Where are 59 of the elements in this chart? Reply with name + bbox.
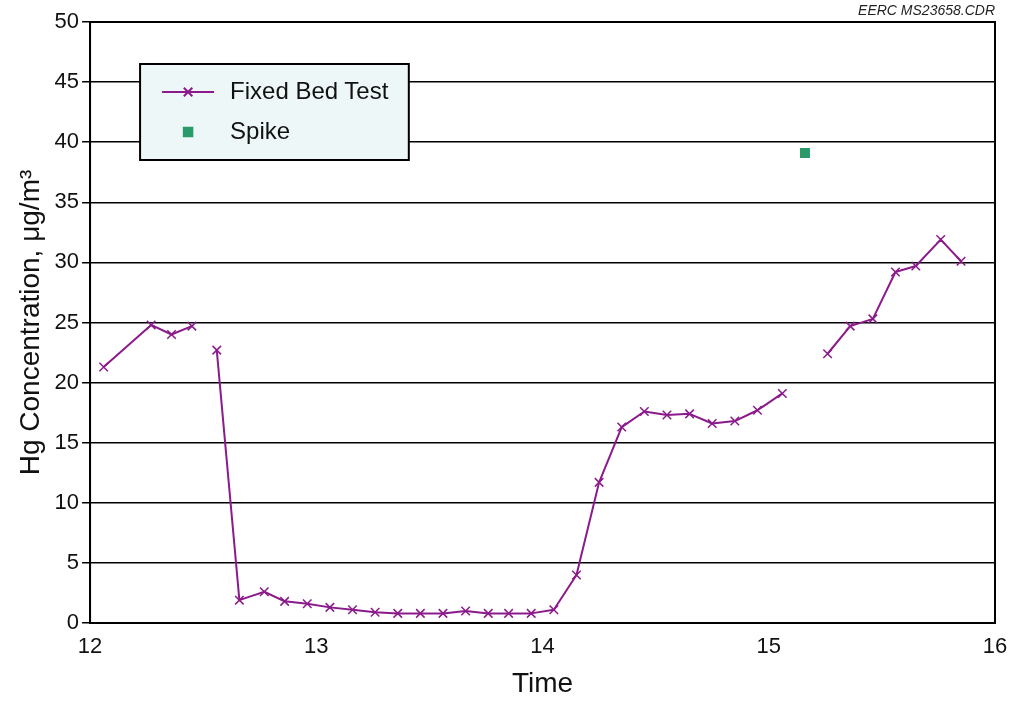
point <box>799 148 810 159</box>
point <box>684 408 695 419</box>
point <box>259 586 270 597</box>
point <box>845 321 856 332</box>
y-tick-label: 5 <box>66 548 80 574</box>
point <box>571 569 582 580</box>
point <box>616 422 627 433</box>
y-tick-label: 25 <box>54 308 80 334</box>
point <box>347 604 358 615</box>
x-tick-label: 16 <box>982 633 1008 659</box>
point <box>186 321 197 332</box>
y-tick-label: 0 <box>66 609 80 635</box>
point <box>777 388 788 399</box>
y-tick-label: 10 <box>54 488 80 514</box>
point <box>526 608 537 619</box>
y-tick-label: 20 <box>54 368 80 394</box>
point <box>370 607 381 618</box>
point <box>415 608 426 619</box>
point <box>503 608 514 619</box>
y-tick-label: 30 <box>54 248 80 274</box>
point <box>956 256 967 267</box>
point <box>324 602 335 613</box>
point <box>548 604 559 615</box>
point <box>98 361 109 372</box>
x-tick-label: 14 <box>530 633 555 659</box>
point <box>302 598 313 609</box>
point <box>279 596 290 607</box>
point <box>166 329 177 340</box>
legend-label: Spike <box>230 116 291 144</box>
point <box>661 410 672 421</box>
point <box>707 418 718 429</box>
y-tick-label: 40 <box>54 128 80 154</box>
y-tick-label: 50 <box>54 8 80 34</box>
point <box>910 261 921 271</box>
point <box>460 605 471 616</box>
text: EERC MS23658.CDR <box>858 1 995 18</box>
point <box>594 477 605 488</box>
point <box>867 313 878 324</box>
point <box>729 416 740 427</box>
point <box>211 345 222 356</box>
point <box>822 348 833 359</box>
legend-label: Fixed Bed Test <box>230 76 389 104</box>
point <box>438 608 448 619</box>
point <box>935 234 946 245</box>
point <box>890 267 901 278</box>
x-tick-label: 12 <box>77 633 103 659</box>
point <box>146 319 157 330</box>
y-tick-label: 35 <box>54 188 80 214</box>
point <box>752 405 763 416</box>
y-axis-title: Hg Concentration, μg/m³ <box>13 169 45 476</box>
x-tick-label: 13 <box>304 633 329 659</box>
point <box>392 608 403 619</box>
y-tick-label: 15 <box>54 428 80 454</box>
x-axis-title: Time <box>511 666 574 698</box>
point <box>483 608 494 619</box>
y-tick-label: 45 <box>54 68 80 94</box>
point <box>234 595 245 606</box>
x-tick-label: 15 <box>756 633 782 659</box>
point <box>639 406 650 417</box>
